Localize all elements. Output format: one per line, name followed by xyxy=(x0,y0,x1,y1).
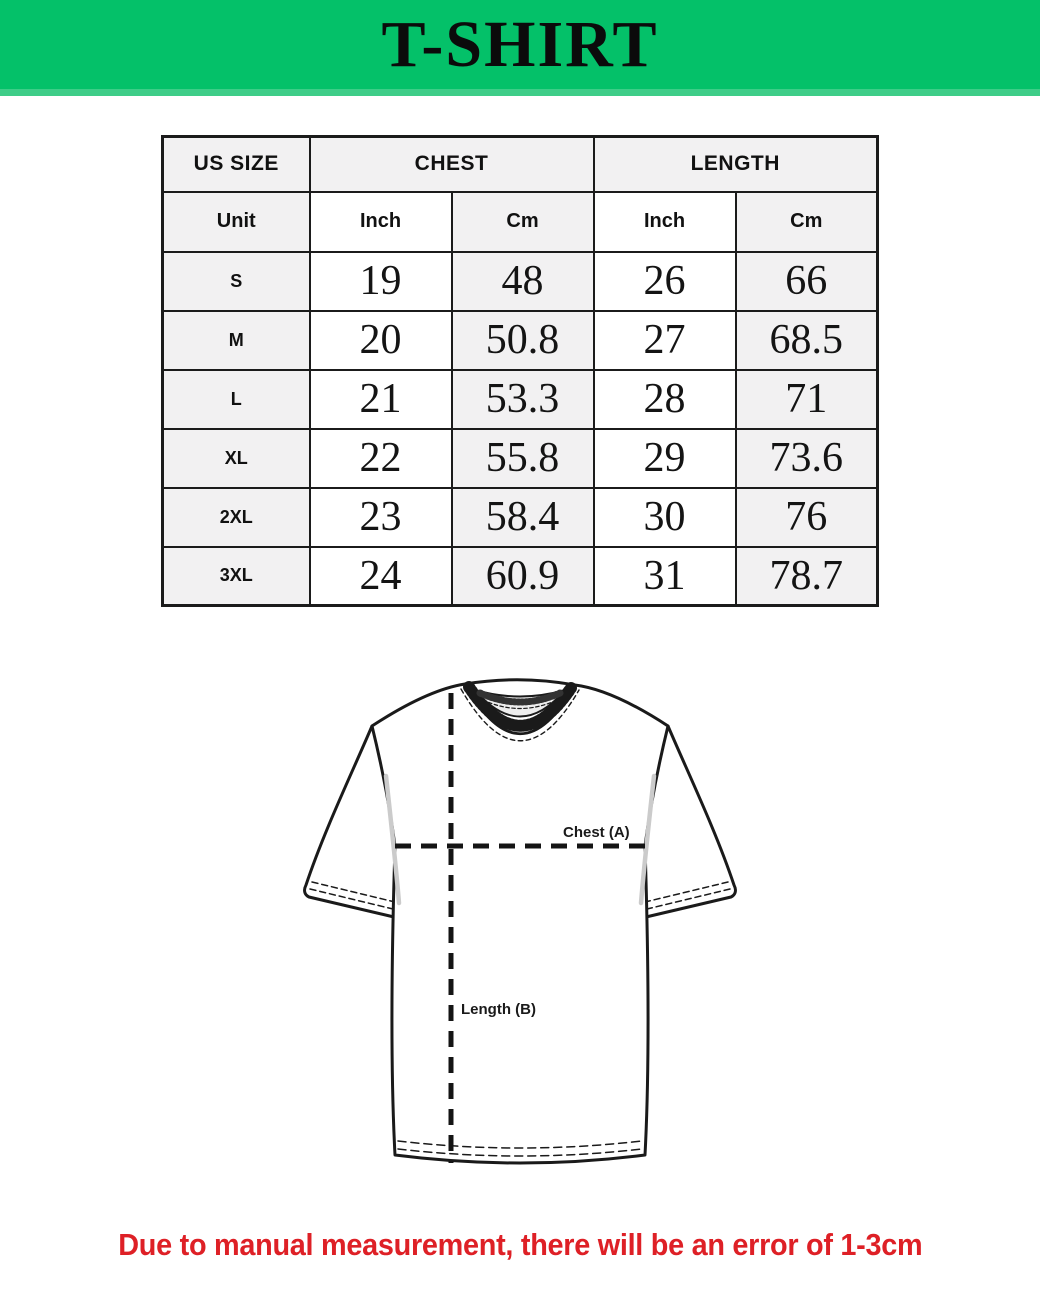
length-cm: 66 xyxy=(734,250,879,312)
hem-stitch xyxy=(397,1148,643,1157)
chest-cm: 58.4 xyxy=(450,486,595,548)
table-row: XL 22 55.8 29 73.6 xyxy=(161,427,879,489)
hem-stitch xyxy=(397,1140,643,1149)
chest-cm: 50.8 xyxy=(450,309,595,371)
shirt-body xyxy=(370,678,670,1165)
chest-inch: 23 xyxy=(308,486,453,548)
length-cm: 78.7 xyxy=(734,545,879,607)
chest-inch: 22 xyxy=(308,427,453,489)
chest-cm: 48 xyxy=(450,250,595,312)
chest-cm: 53.3 xyxy=(450,368,595,430)
length-inch: 30 xyxy=(592,486,737,548)
collar-outer-stitch xyxy=(460,688,580,742)
tshirt-diagram-container: Chest (A) Length (B) xyxy=(0,671,1040,1175)
collar-ribbing xyxy=(463,681,577,732)
length-inch: 27 xyxy=(592,309,737,371)
left-armhole-shading xyxy=(383,773,402,906)
unit-chest-cm: Cm xyxy=(450,190,595,253)
right-armhole-shading xyxy=(638,773,657,906)
length-inch: 26 xyxy=(592,250,737,312)
unit-chest-inch: Inch xyxy=(308,190,453,253)
length-inch: 29 xyxy=(592,427,737,489)
header-us-size: US SIZE xyxy=(161,135,311,193)
left-cuff-stitch xyxy=(311,881,396,903)
header-length: LENGTH xyxy=(592,135,879,193)
table-row: 3XL 24 60.9 31 78.7 xyxy=(161,545,879,607)
table-header-row: US SIZE CHEST LENGTH xyxy=(161,135,879,193)
chest-measure-label: Chest (A) xyxy=(563,824,630,841)
length-cm: 68.5 xyxy=(734,309,879,371)
chest-cm: 55.8 xyxy=(450,427,595,489)
table-row: M 20 50.8 27 68.5 xyxy=(161,309,879,371)
length-inch: 31 xyxy=(592,545,737,607)
size-label: 2XL xyxy=(161,486,311,548)
size-label: S xyxy=(161,250,311,312)
size-label: M xyxy=(161,309,311,371)
left-cuff-stitch xyxy=(309,888,394,910)
chest-inch: 24 xyxy=(308,545,453,607)
chest-inch: 21 xyxy=(308,368,453,430)
size-table-container: US SIZE CHEST LENGTH Unit Inch Cm Inch C… xyxy=(0,135,1040,607)
page-title: T-SHIRT xyxy=(381,7,659,81)
header-chest: CHEST xyxy=(308,135,595,193)
chest-inch: 20 xyxy=(308,309,453,371)
size-table: US SIZE CHEST LENGTH Unit Inch Cm Inch C… xyxy=(161,135,879,607)
size-label: 3XL xyxy=(161,545,311,607)
length-cm: 71 xyxy=(734,368,879,430)
chest-inch: 19 xyxy=(308,250,453,312)
unit-length-cm: Cm xyxy=(734,190,879,253)
tshirt-diagram: Chest (A) Length (B) xyxy=(303,678,737,1165)
right-cuff-stitch xyxy=(646,888,731,910)
header-banner: T-SHIRT xyxy=(0,0,1040,96)
table-row: 2XL 23 58.4 30 76 xyxy=(161,486,879,548)
measurement-note: Due to manual measurement, there will be… xyxy=(117,1227,923,1262)
measurement-note-container: Due to manual measurement, there will be… xyxy=(0,1227,1040,1263)
unit-length-inch: Inch xyxy=(592,190,737,253)
back-neck-ribbing xyxy=(476,689,564,706)
chest-cm: 60.9 xyxy=(450,545,595,607)
back-neck-stitch xyxy=(482,699,558,709)
length-cm: 73.6 xyxy=(734,427,879,489)
table-row: L 21 53.3 28 71 xyxy=(161,368,879,430)
length-cm: 76 xyxy=(734,486,879,548)
table-row: S 19 48 26 66 xyxy=(161,250,879,312)
length-inch: 28 xyxy=(592,368,737,430)
unit-label: Unit xyxy=(161,190,311,253)
right-cuff-stitch xyxy=(644,881,729,903)
size-label: L xyxy=(161,368,311,430)
size-label: XL xyxy=(161,427,311,489)
length-measure-label: Length (B) xyxy=(461,1001,536,1018)
table-unit-row: Unit Inch Cm Inch Cm xyxy=(161,190,879,253)
